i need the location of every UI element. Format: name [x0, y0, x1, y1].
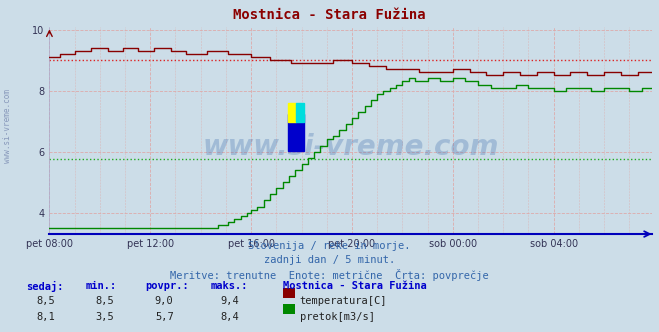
Text: 8,5: 8,5: [96, 296, 114, 306]
Text: Mostnica - Stara Fužina: Mostnica - Stara Fužina: [233, 8, 426, 22]
Text: min.:: min.:: [86, 281, 117, 290]
Text: pretok[m3/s]: pretok[m3/s]: [300, 312, 375, 322]
Text: www.si-vreme.com: www.si-vreme.com: [3, 89, 13, 163]
Text: 8,4: 8,4: [221, 312, 239, 322]
Text: www.si-vreme.com: www.si-vreme.com: [203, 133, 499, 161]
Text: sedaj:: sedaj:: [26, 281, 64, 291]
Text: 9,0: 9,0: [155, 296, 173, 306]
Text: 9,4: 9,4: [221, 296, 239, 306]
Text: 8,5: 8,5: [36, 296, 55, 306]
Bar: [287, 103, 296, 122]
Text: povpr.:: povpr.:: [145, 281, 188, 290]
Text: maks.:: maks.:: [211, 281, 248, 290]
Bar: [296, 103, 304, 122]
Text: temperatura[C]: temperatura[C]: [300, 296, 387, 306]
Text: 8,1: 8,1: [36, 312, 55, 322]
Text: 5,7: 5,7: [155, 312, 173, 322]
Text: 3,5: 3,5: [96, 312, 114, 322]
Text: zadnji dan / 5 minut.: zadnji dan / 5 minut.: [264, 255, 395, 265]
Text: Mostnica - Stara Fužina: Mostnica - Stara Fužina: [283, 281, 427, 290]
Text: Meritve: trenutne  Enote: metrične  Črta: povprečje: Meritve: trenutne Enote: metrične Črta: …: [170, 269, 489, 281]
Text: Slovenija / reke in morje.: Slovenija / reke in morje.: [248, 241, 411, 251]
Bar: [287, 114, 304, 151]
